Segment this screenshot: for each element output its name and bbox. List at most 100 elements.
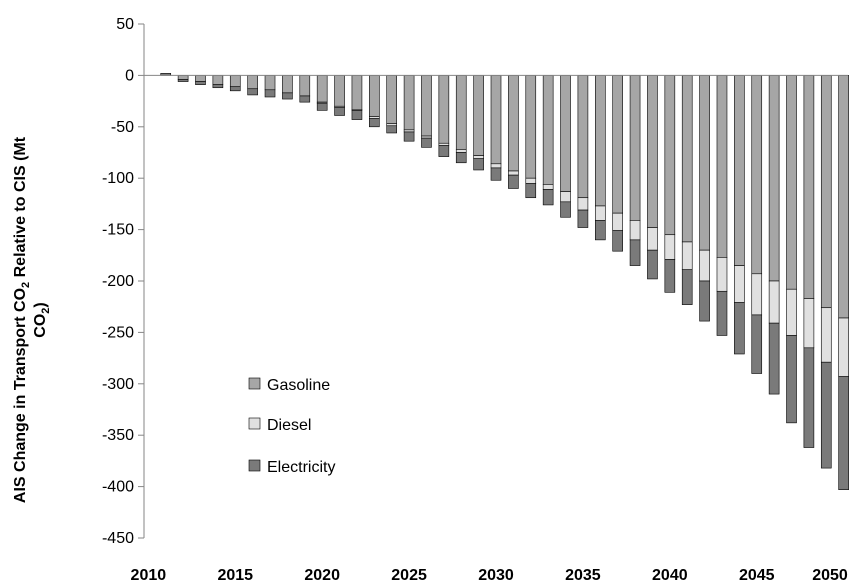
legend-label-electricity: Electricity [267, 459, 335, 476]
bar-segment-gasoline-2044 [734, 75, 745, 266]
bar-segment-diesel-2036 [594, 205, 606, 221]
y-tick-label: -350 [102, 427, 134, 444]
bar-segment-diesel-2040 [664, 234, 676, 260]
bar-segment-diesel-2048 [803, 298, 815, 349]
bar-segment-gasoline-2035 [577, 75, 589, 199]
bar-segment-electricity-2037 [612, 230, 623, 252]
bar-segment-diesel-2037 [612, 212, 623, 231]
y-tick-label: -200 [102, 273, 134, 290]
bar-segment-diesel-2049 [820, 307, 832, 363]
legend-swatch-electricity [248, 459, 261, 472]
bar-segment-diesel-2025 [403, 129, 415, 133]
y-axis-label: AIS Change in Transport CO2 Relative to … [12, 136, 52, 503]
bar-segment-gasoline-2024 [386, 75, 398, 125]
ylabel-line2: CO [32, 314, 49, 338]
bar-segment-diesel-2050 [838, 317, 849, 377]
legend-label-diesel: Diesel [267, 417, 311, 434]
bar-segment-electricity-2017 [264, 89, 276, 98]
bar-segment-gasoline-2037 [612, 75, 623, 214]
bar-segment-gasoline-2021 [334, 75, 345, 107]
bar-segment-electricity-2049 [820, 361, 832, 469]
bar-segment-gasoline-2032 [525, 75, 537, 179]
bar-segment-electricity-2022 [351, 110, 363, 120]
bar-segment-gasoline-2027 [438, 75, 450, 144]
bar-segment-electricity-2028 [455, 152, 467, 164]
bar-segment-electricity-2034 [560, 201, 571, 218]
x-tick-label: 2035 [565, 567, 601, 584]
bar-segment-gasoline-2050 [838, 75, 849, 319]
bars-group [160, 73, 849, 490]
legend-label-gasoline: Gasoline [267, 377, 330, 394]
ylabel-subscript: 2 [20, 282, 32, 288]
bar-segment-diesel-2038 [629, 220, 641, 241]
bar-segment-electricity-2014 [212, 84, 224, 89]
bar-segment-electricity-2039 [647, 249, 658, 280]
bar-segment-diesel-2044 [734, 265, 745, 303]
bar-segment-electricity-2015 [229, 86, 241, 92]
y-tick-label: -400 [102, 479, 134, 496]
ylabel-subscript-2: 2 [40, 308, 52, 314]
bar-segment-electricity-2012 [177, 79, 189, 82]
bar-segment-gasoline-2030 [490, 75, 502, 165]
bar-segment-electricity-2044 [734, 302, 745, 355]
ylabel-main: AIS Change in Transport CO [12, 288, 29, 503]
bar-segment-gasoline-2012 [177, 75, 189, 80]
bar-segment-gasoline-2029 [473, 75, 484, 156]
bar-segment-diesel-2047 [786, 288, 797, 336]
bar-segment-electricity-2035 [577, 209, 589, 228]
bar-segment-diesel-2033 [542, 184, 554, 190]
bar-segment-gasoline-2026 [421, 75, 432, 137]
x-tick-label: 2040 [652, 567, 688, 584]
bar-segment-gasoline-2013 [195, 75, 206, 82]
bar-segment-electricity-2048 [803, 347, 815, 448]
bar-segment-gasoline-2040 [664, 75, 676, 236]
bar-segment-electricity-2020 [316, 102, 328, 111]
bar-segment-diesel-2029 [473, 155, 484, 159]
bar-segment-electricity-2043 [716, 290, 728, 336]
y-tick-label: -300 [102, 376, 134, 393]
bar-segment-gasoline-2022 [351, 75, 363, 110]
bar-segment-diesel-2046 [768, 280, 780, 324]
bar-segment-gasoline-2038 [629, 75, 641, 221]
bar-segment-gasoline-2041 [681, 75, 693, 243]
bar-segment-gasoline-2025 [403, 75, 415, 131]
bar-segment-electricity-2047 [786, 335, 797, 424]
y-tick-label: -150 [102, 222, 134, 239]
ylabel-rest: Relative to CIS (Mt [12, 136, 29, 282]
svg-text:AIS Change in Transport CO2 Re: AIS Change in Transport CO2 Relative to … [12, 136, 32, 503]
y-tick-label: 0 [125, 67, 134, 84]
y-tick-label: -50 [111, 119, 134, 136]
y-tick-label: -250 [102, 324, 134, 341]
x-tick-label: 2020 [304, 567, 340, 584]
bar-segment-gasoline-2020 [316, 75, 328, 103]
bar-segment-electricity-2031 [508, 174, 519, 189]
bar-segment-gasoline-2031 [508, 75, 519, 172]
bar-segment-gasoline-2033 [542, 75, 554, 185]
bar-segment-electricity-2030 [490, 167, 502, 181]
bar-segment-diesel-2045 [751, 273, 763, 316]
bar-segment-gasoline-2023 [369, 75, 380, 117]
bar-segment-electricity-2024 [386, 125, 398, 134]
bar-segment-electricity-2021 [334, 106, 345, 116]
x-tick-label: 2025 [391, 567, 427, 584]
bar-segment-electricity-2045 [751, 314, 763, 374]
axes-group: 50 0 -50 -100 -150 -200 -250 -300 -350 -400 -450 20… [102, 16, 848, 584]
x-tick-label: 2015 [217, 567, 253, 584]
bar-segment-gasoline-2049 [820, 75, 832, 309]
bar-segment-diesel-2030 [490, 163, 502, 169]
bar-segment-electricity-2032 [525, 183, 537, 199]
bar-segment-gasoline-2016 [247, 75, 258, 90]
x-tick-label: 2030 [478, 567, 514, 584]
legend: Gasoline Diesel Electricity [248, 377, 335, 476]
y-tick-label: 50 [116, 16, 134, 33]
bar-segment-gasoline-2042 [699, 75, 710, 251]
bar-segment-electricity-2023 [369, 118, 380, 128]
bar-segment-gasoline-2034 [560, 75, 571, 192]
bar-segment-gasoline-2043 [716, 75, 728, 258]
bar-segment-electricity-2026 [421, 137, 432, 148]
bar-segment-electricity-2018 [282, 92, 293, 100]
bar-segment-electricity-2019 [299, 95, 311, 103]
bar-segment-electricity-2027 [438, 145, 450, 157]
x-tick-label: 2050 [812, 567, 848, 584]
